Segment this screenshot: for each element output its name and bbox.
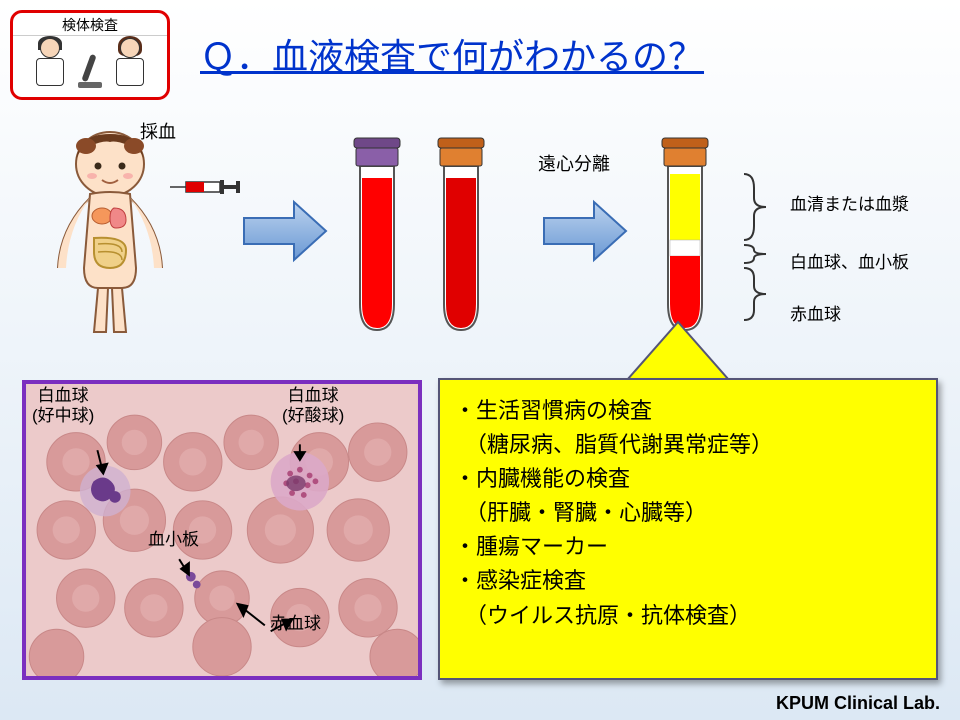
- info-item: ・生活習慣病の検査: [454, 394, 922, 428]
- child-figure: [40, 128, 180, 338]
- lab-person-left: [32, 38, 68, 88]
- tube-whole-blood-2: [430, 128, 492, 338]
- info-item: （ウイルス抗原・抗体検査）: [454, 599, 922, 633]
- label-blood-draw: 採血: [140, 118, 176, 144]
- info-item: （糖尿病、脂質代謝異常症等）: [454, 428, 922, 462]
- arrow-to-centrifuged: [540, 196, 630, 266]
- info-item: （肝臓・腎臓・心臓等）: [454, 496, 922, 530]
- page-title: Ｑ．血液検査で何がわかるの？: [200, 28, 704, 80]
- lab-person-right: [112, 38, 148, 88]
- info-item: ・腫瘍マーカー: [454, 530, 922, 564]
- label-rbc: 赤血球: [790, 300, 841, 325]
- info-box: ・生活習慣病の検査 （糖尿病、脂質代謝異常症等） ・内臓機能の検査 （肝臓・腎臓…: [438, 378, 938, 680]
- label-wbc-platelet: 白血球、血小板: [790, 248, 909, 273]
- brace-rbc: [740, 266, 770, 322]
- syringe-icon: [170, 176, 240, 198]
- arrow-to-tubes: [240, 196, 330, 266]
- tube-centrifuged: [654, 128, 716, 338]
- info-item: ・内臓機能の検査: [454, 462, 922, 496]
- microscope-icon: [74, 48, 106, 88]
- tube-whole-blood-1: [346, 128, 408, 338]
- brace-plasma: [740, 172, 770, 242]
- micro-label-eosinophil: 白血球 (好酸球): [282, 386, 344, 427]
- micro-label-neutrophil: 白血球 (好中球): [32, 386, 94, 427]
- info-item: ・感染症検査: [454, 564, 922, 598]
- label-centrifuge: 遠心分離: [538, 150, 610, 176]
- micro-label-red: 赤血球: [270, 614, 321, 634]
- footer-credit: KPUM Clinical Lab.: [776, 693, 940, 714]
- badge-title: 検体検査: [13, 15, 167, 36]
- micro-label-platelet: 血小板: [148, 530, 199, 550]
- brace-buffy: [740, 244, 770, 264]
- badge-illustration: [13, 38, 167, 88]
- badge-specimen-test: 検体検査: [10, 10, 170, 100]
- label-serum-plasma: 血清または血漿: [790, 190, 909, 215]
